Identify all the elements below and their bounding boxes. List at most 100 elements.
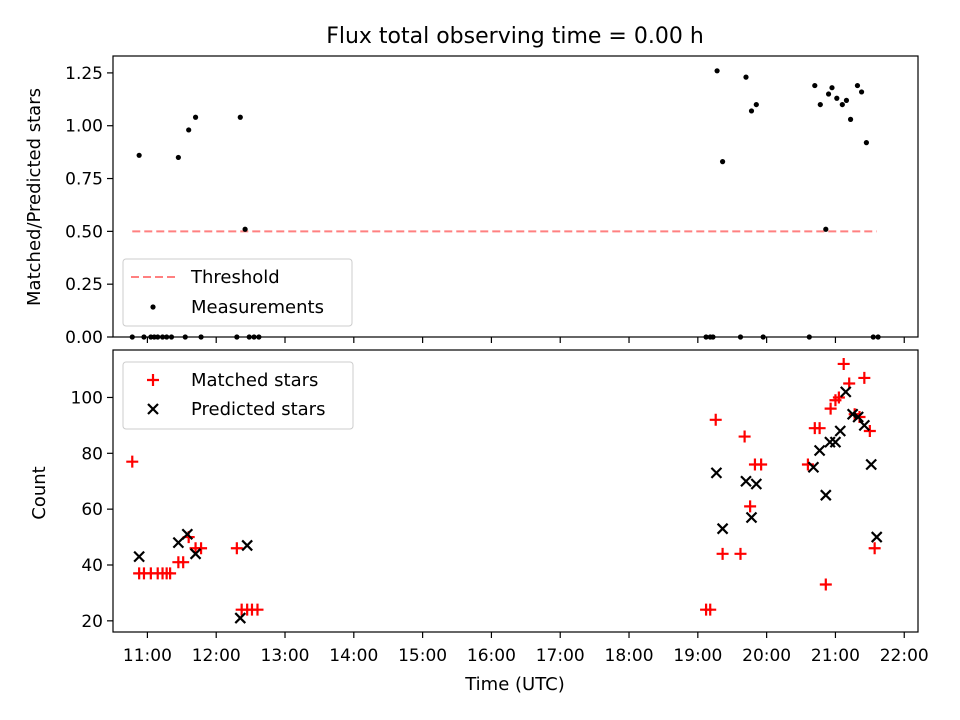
matched-star-point — [251, 603, 264, 616]
count-y-tick-label: 20 — [81, 612, 103, 632]
count-panel: 20 40 60 80 100 11:00 12:00 13:00 14:00 15:00 16:0… — [29, 349, 929, 695]
measurement-point — [858, 89, 865, 95]
measurement-point — [843, 97, 850, 103]
measurement-point — [839, 101, 845, 108]
measurement-point — [847, 116, 854, 122]
matched-star-point — [813, 422, 826, 435]
measurement-point — [743, 74, 749, 80]
ratio-y-axis-label: Matched/Predicted stars — [24, 88, 45, 306]
predicted-star-point — [745, 511, 758, 524]
predicted-star-point — [181, 528, 194, 541]
matched-star-point — [819, 578, 832, 591]
predicted-star-point — [820, 489, 832, 501]
x-tick-label: 18:00 — [605, 646, 654, 666]
x-tick-label: 19:00 — [673, 646, 722, 666]
measurement-point — [256, 334, 262, 340]
measurement-point — [817, 101, 823, 108]
measurements-legend-label: Measurements — [191, 297, 324, 318]
measurement-point — [198, 334, 204, 340]
x-tick-label: 13:00 — [261, 646, 310, 666]
count-frame — [112, 349, 919, 633]
matched-legend-label: Matched stars — [191, 370, 318, 391]
x-tick-label: 20:00 — [742, 646, 791, 666]
threshold-legend-label: Threshold — [190, 267, 280, 288]
measurement-point — [863, 140, 869, 146]
predicted-star-point — [710, 467, 723, 479]
predicted-star-point — [829, 436, 842, 448]
measurement-point — [155, 334, 161, 340]
matched-star-point — [126, 455, 139, 468]
measurement-point — [812, 82, 818, 89]
predicted-star-point — [813, 444, 826, 457]
measurement-point — [141, 334, 147, 340]
predicted-legend-label: Predicted stars — [191, 399, 325, 420]
ratio-y-tick-label: 1.25 — [65, 64, 103, 84]
measurement-point — [714, 68, 720, 74]
measurement-point — [760, 334, 766, 340]
predicted-star-point — [172, 536, 185, 549]
matched-star-point — [858, 371, 871, 384]
ratio-y-tick-label: 0.25 — [65, 275, 103, 295]
predicted-legend-swatch — [147, 403, 159, 415]
predicted-star-point — [865, 458, 877, 471]
measurement-point — [136, 152, 142, 158]
predicted-star-point — [870, 531, 883, 543]
x-tick-label: 15:00 — [398, 646, 447, 666]
predicted-star-point — [807, 461, 820, 474]
ratio-y-tick-label: 0.75 — [65, 170, 103, 190]
predicted-star-point — [716, 522, 729, 535]
matched-star-point — [738, 430, 751, 443]
measurement-point — [129, 334, 135, 340]
measurement-point — [710, 334, 716, 340]
x-tick-label: 14:00 — [329, 646, 378, 666]
measurement-point — [246, 334, 252, 340]
measurement-point — [168, 334, 175, 340]
measurements-legend-swatch — [150, 304, 156, 310]
predicted-star-point — [241, 539, 253, 552]
count-legend: Matched stars Predicted stars — [122, 361, 354, 430]
matched-star-point — [832, 391, 845, 404]
predicted-star-point — [834, 425, 847, 437]
matched-star-point — [195, 542, 208, 555]
x-tick-label: 17:00 — [536, 646, 585, 666]
measurement-point — [806, 334, 812, 340]
measurement-point — [159, 334, 166, 340]
x-tick-label: 12:00 — [192, 646, 241, 666]
predicted-star-point — [750, 478, 763, 490]
matched-star-point — [164, 567, 177, 580]
ratio-panel: 0.00 0.25 0.50 0.75 1.00 1.25 Matched/Predict… — [24, 55, 919, 348]
ratio-frame — [112, 55, 919, 338]
matched-star-point — [734, 547, 747, 560]
measurement-point — [870, 334, 876, 340]
measurement-point — [823, 226, 829, 232]
matched-star-point — [755, 458, 768, 471]
count-legend-box — [122, 361, 354, 430]
measurement-point — [854, 82, 861, 89]
measurement-point — [737, 334, 744, 340]
measurement-point — [164, 334, 170, 340]
measurement-point — [703, 334, 709, 340]
ratio-y-tick-label: 0.50 — [65, 222, 103, 242]
measurement-point — [182, 334, 188, 340]
matched-star-point — [868, 542, 881, 555]
count-y-tick-label: 80 — [81, 444, 103, 464]
measurement-point — [186, 127, 192, 133]
count-y-tick-label: 100 — [71, 388, 103, 408]
measurement-point — [251, 334, 257, 340]
matched-star-point — [716, 547, 729, 560]
measurement-point — [192, 114, 199, 120]
count-y-axis-label: Count — [29, 466, 50, 519]
predicted-star-point — [740, 475, 752, 488]
x-tick-label: 11:00 — [123, 646, 172, 666]
ratio-plot-area: 0.00 0.25 0.50 0.75 1.00 1.25 — [65, 55, 919, 348]
predicted-star-point — [846, 408, 859, 420]
matched-star-point — [230, 542, 243, 555]
matched-legend-swatch — [147, 374, 159, 386]
predicted-star-point — [189, 548, 202, 560]
matched-star-point — [177, 556, 190, 569]
predicted-star-point — [858, 419, 871, 432]
measurement-point — [834, 95, 840, 101]
predicted-star-point — [133, 550, 145, 563]
matched-star-point — [704, 603, 717, 616]
